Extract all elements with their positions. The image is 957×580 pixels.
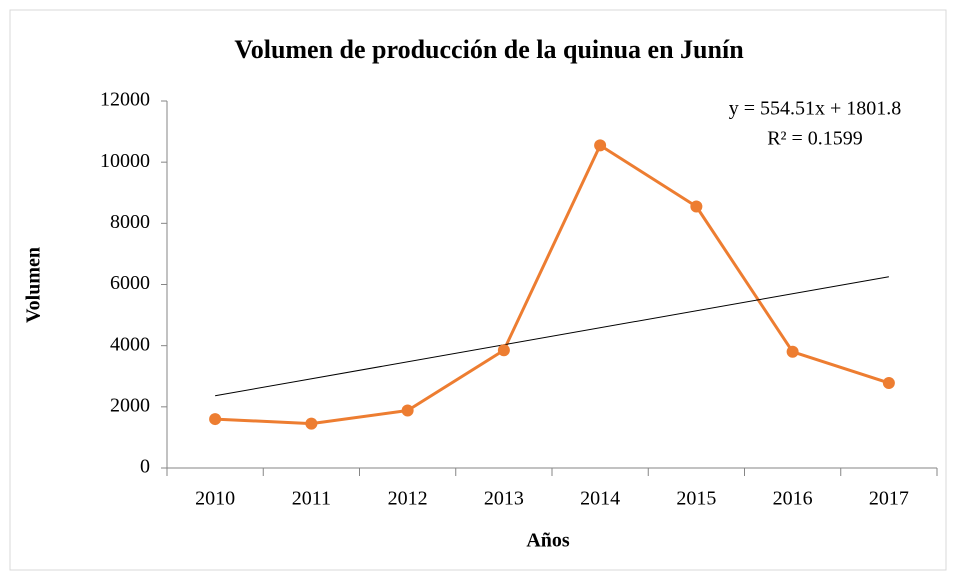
trendline-equation: y = 554.51x + 1801.8 — [729, 98, 902, 120]
y-tick-label: 8000 — [110, 211, 150, 233]
x-tick-label: 2010 — [195, 488, 235, 510]
marker — [305, 417, 318, 430]
chart-frame — [9, 9, 947, 571]
x-tick-label: 2015 — [676, 488, 716, 510]
marker — [497, 344, 510, 357]
series-line — [215, 143, 890, 426]
x-tick-label: 2014 — [580, 488, 620, 510]
y-tick-label: 6000 — [110, 272, 150, 294]
trendline — [215, 276, 889, 397]
y-tick-label: 10000 — [100, 150, 150, 172]
x-tick-label: 2016 — [773, 488, 813, 510]
marker — [209, 413, 222, 426]
marker — [786, 345, 799, 358]
marker — [594, 139, 607, 152]
y-axis-label: Volumen — [23, 247, 45, 323]
marker — [882, 376, 895, 389]
y-tick-label: 12000 — [100, 89, 150, 111]
x-tick-label: 2012 — [388, 488, 428, 510]
trendline-r2: R² = 0.1599 — [767, 128, 863, 150]
marker — [690, 200, 703, 213]
chart-title: Volumen de producción de la quinua en Ju… — [234, 35, 744, 64]
marker — [401, 404, 414, 417]
y-tick-label: 2000 — [110, 394, 150, 416]
x-axis-label: Años — [526, 530, 570, 552]
x-tick-label: 2017 — [869, 488, 909, 510]
x-tick-label: 2013 — [484, 488, 524, 510]
y-tick-label: 0 — [140, 456, 150, 478]
x-tick-label: 2011 — [292, 488, 331, 510]
y-tick-label: 4000 — [110, 333, 150, 355]
